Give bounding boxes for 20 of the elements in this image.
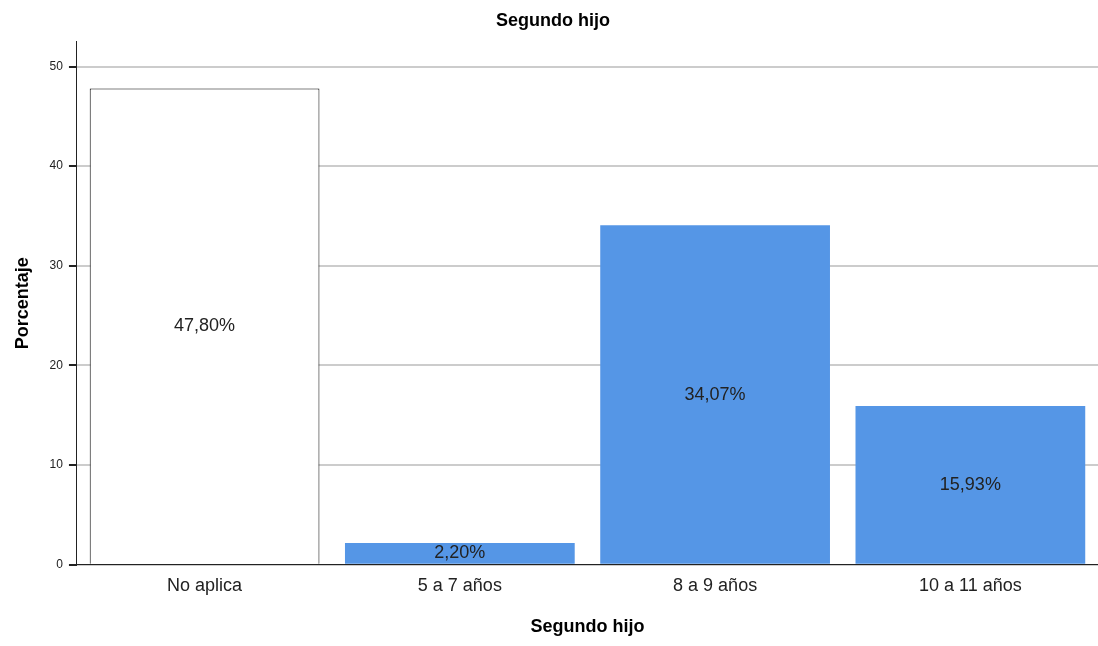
y-tick-label: 40	[49, 158, 64, 173]
y-tick-label: 10	[49, 457, 64, 472]
x-tick-label: 5 a 7 años	[417, 574, 502, 595]
data-label: 2,20%	[434, 541, 486, 562]
bar	[344, 542, 575, 564]
y-axis-title: Porcentaje	[11, 257, 32, 350]
y-tick-label: 0	[56, 557, 64, 572]
y-tick-label: 30	[49, 258, 64, 273]
x-axis-title: Segundo hijo	[530, 616, 645, 637]
x-tick-label: No aplica	[167, 574, 244, 595]
data-label: 34,07%	[684, 383, 746, 404]
y-tick-label: 20	[49, 357, 64, 372]
data-label: 47,80%	[174, 315, 236, 336]
y-tick-label: 50	[49, 58, 64, 73]
chart-title: Segundo hijo	[496, 9, 610, 30]
bar	[600, 225, 830, 564]
x-tick-label: 10 a 11 años	[918, 574, 1022, 595]
bar	[855, 406, 1086, 564]
x-tick-label: 8 a 9 años	[673, 574, 758, 595]
data-label: 15,93%	[939, 473, 1001, 494]
